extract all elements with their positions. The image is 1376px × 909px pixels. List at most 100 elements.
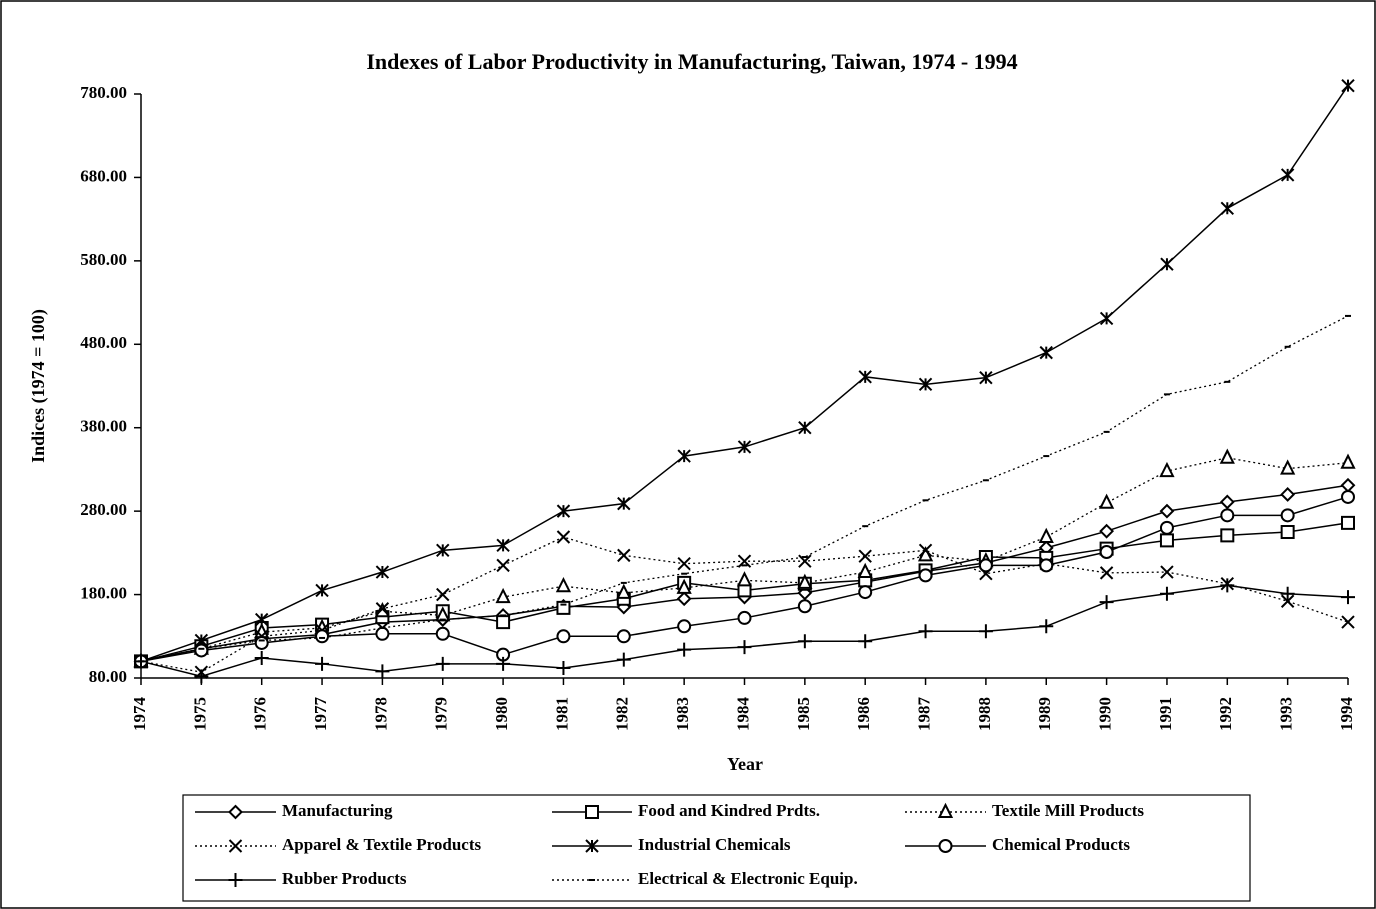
marker-shape: [978, 558, 993, 573]
marker-shape: [737, 640, 752, 655]
marker: [1039, 558, 1054, 573]
marker: [1099, 545, 1114, 560]
marker: [1220, 528, 1235, 543]
marker-shape: [1099, 566, 1114, 580]
marker: [1280, 594, 1295, 608]
marker: [617, 496, 631, 511]
marker: [315, 656, 330, 671]
marker-shape: [1039, 345, 1053, 360]
marker-shape: [677, 619, 692, 634]
marker: [918, 568, 933, 583]
marker: [194, 669, 209, 684]
legend-item: Electrical & Electronic Equip.: [552, 869, 858, 888]
marker-shape: [979, 370, 993, 385]
x-tick-label: 1985: [794, 697, 813, 731]
x-tick-label: 1986: [854, 697, 873, 731]
marker: [1341, 489, 1355, 504]
y-tick-label: 480.00: [80, 333, 127, 352]
marker: [737, 440, 752, 454]
marker-shape: [797, 573, 813, 589]
marker-shape: [1280, 525, 1295, 539]
marker: [435, 626, 450, 641]
marker: [1220, 508, 1235, 523]
marker: [435, 656, 450, 671]
marker: [556, 660, 571, 675]
marker: [1099, 311, 1114, 326]
marker-shape: [616, 629, 631, 644]
marker: [496, 538, 510, 553]
x-tick-label: 1983: [673, 697, 692, 731]
marker: [254, 635, 269, 650]
marker-shape: [585, 839, 599, 853]
marker-shape: [798, 421, 812, 435]
marker-shape: [1341, 78, 1355, 93]
marker-shape: [1341, 615, 1355, 629]
legend-label: Industrial Chemicals: [638, 835, 791, 854]
marker: [1099, 523, 1115, 539]
marker-shape: [1098, 493, 1115, 509]
marker-shape: [1039, 558, 1054, 573]
marker-shape: [1340, 477, 1356, 493]
marker: [1341, 615, 1355, 629]
marker: [937, 802, 954, 818]
marker: [375, 565, 390, 579]
x-tick-label: 1984: [733, 697, 752, 732]
marker-shape: [737, 554, 752, 568]
marker: [797, 634, 812, 649]
marker-shape: [1280, 459, 1296, 475]
marker: [979, 370, 993, 385]
marker-shape: [1220, 578, 1235, 593]
legend-label: Apparel & Textile Products: [282, 835, 482, 854]
legend-item: Food and Kindred Prdts.: [552, 801, 820, 820]
marker: [677, 642, 692, 657]
marker: [616, 583, 632, 599]
marker-shape: [1159, 533, 1174, 548]
marker-shape: [436, 587, 450, 602]
marker: [938, 839, 953, 853]
marker: [496, 615, 511, 630]
y-axis-label: Indices (1974 = 100): [28, 309, 49, 463]
marker-shape: [375, 602, 390, 616]
marker-shape: [918, 624, 933, 639]
marker-shape: [496, 558, 510, 573]
marker-shape: [736, 571, 753, 587]
x-tick-label: 1988: [975, 697, 994, 731]
marker-shape: [375, 664, 390, 679]
legend-label: Textile Mill Products: [992, 801, 1144, 820]
marker-shape: [797, 634, 812, 649]
legend-item: Chemical Products: [905, 835, 1130, 854]
marker: [1280, 525, 1295, 539]
marker: [1159, 533, 1174, 548]
marker: [1159, 503, 1175, 519]
series-line: [140, 315, 1349, 662]
marker: [1219, 448, 1235, 464]
marker: [1099, 566, 1114, 580]
marker-shape: [937, 802, 954, 818]
marker-shape: [556, 629, 571, 644]
y-tick-label: 280.00: [80, 500, 127, 519]
series-line: [140, 457, 1349, 662]
marker-shape: [315, 656, 330, 671]
marker-shape: [616, 652, 631, 667]
marker: [616, 629, 631, 644]
marker: [1341, 515, 1355, 530]
marker-shape: [194, 643, 209, 658]
y-tick-label: 80.00: [89, 667, 127, 686]
chart-title: Indexes of Labor Productivity in Manufac…: [366, 49, 1017, 74]
marker-shape: [1220, 528, 1235, 543]
marker: [1159, 520, 1174, 535]
marker: [677, 449, 691, 463]
marker: [617, 548, 631, 563]
marker-shape: [1160, 257, 1174, 271]
marker: [1099, 595, 1114, 610]
legend-box: [182, 794, 1251, 902]
marker-shape: [1341, 515, 1355, 530]
marker-shape: [556, 660, 571, 675]
legend-item: Rubber Products: [195, 869, 407, 888]
marker: [737, 640, 752, 655]
marker: [918, 543, 933, 558]
marker: [737, 610, 752, 625]
marker: [918, 624, 933, 639]
marker-shape: [556, 530, 571, 544]
marker: [858, 549, 872, 563]
